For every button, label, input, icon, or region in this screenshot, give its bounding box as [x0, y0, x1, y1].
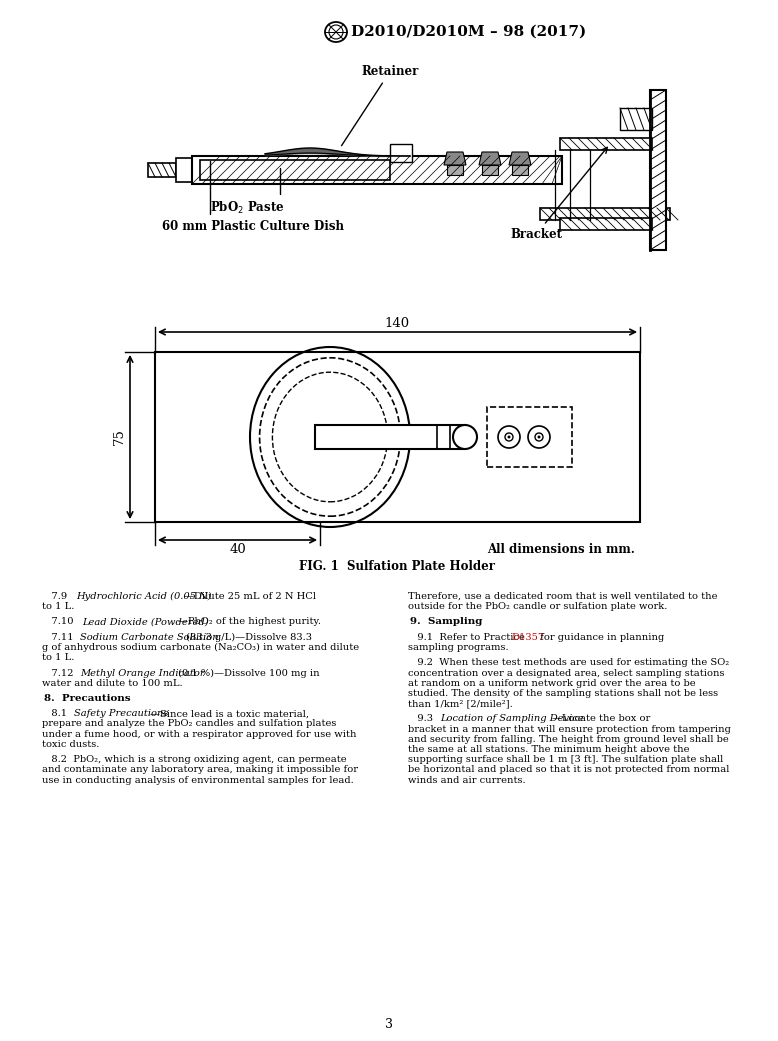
Text: 140: 140	[385, 318, 410, 330]
Text: 8.2  PbO₂, which is a strong oxidizing agent, can permeate: 8.2 PbO₂, which is a strong oxidizing ag…	[42, 755, 347, 764]
Text: use in conducting analysis of environmental samples for lead.: use in conducting analysis of environmen…	[42, 776, 354, 785]
Polygon shape	[444, 152, 466, 166]
Text: supporting surface shall be 1 m [3 ft]. The sulfation plate shall: supporting surface shall be 1 m [3 ft]. …	[408, 755, 724, 764]
Text: water and dilute to 100 mL.: water and dilute to 100 mL.	[42, 679, 183, 688]
Polygon shape	[479, 152, 501, 166]
Text: D2010/D2010M – 98 (2017): D2010/D2010M – 98 (2017)	[351, 25, 587, 39]
Text: sampling programs.: sampling programs.	[408, 643, 509, 652]
Text: Lead Dioxide (Powdered): Lead Dioxide (Powdered)	[82, 617, 209, 627]
Text: —Locate the box or: —Locate the box or	[552, 714, 650, 723]
Text: (0.1 %)—Dissolve 100 mg in: (0.1 %)—Dissolve 100 mg in	[175, 668, 320, 678]
Bar	[315, 425, 465, 449]
Text: be horizontal and placed so that it is not protected from normal: be horizontal and placed so that it is n…	[408, 765, 729, 775]
Bar	[155, 352, 640, 522]
Text: —Dilute 25 mL of 2 N HCl: —Dilute 25 mL of 2 N HCl	[184, 592, 316, 601]
Bar	[560, 138, 652, 150]
Text: Bracket: Bracket	[510, 148, 608, 242]
Text: g of anhydrous sodium carbonate (Na₂CO₃) in water and dilute: g of anhydrous sodium carbonate (Na₂CO₃)…	[42, 643, 359, 652]
Text: Therefore, use a dedicated room that is well ventilated to the: Therefore, use a dedicated room that is …	[408, 592, 717, 601]
Text: —Since lead is a toxic material,: —Since lead is a toxic material,	[150, 709, 309, 718]
Text: 75: 75	[113, 429, 126, 446]
Text: (83.3 g/L)—Dissolve 83.3: (83.3 g/L)—Dissolve 83.3	[183, 633, 312, 642]
Text: D1357: D1357	[511, 633, 545, 642]
Text: outside for the PbO₂ candle or sulfation plate work.: outside for the PbO₂ candle or sulfation…	[408, 602, 668, 611]
Polygon shape	[509, 152, 531, 166]
Circle shape	[453, 425, 477, 449]
Bar	[447, 166, 463, 175]
Text: Hydrochloric Acid (0.05 N): Hydrochloric Acid (0.05 N)	[76, 592, 212, 601]
Text: All dimensions in mm.: All dimensions in mm.	[487, 543, 635, 556]
Text: 3: 3	[385, 1018, 393, 1032]
Bar	[390, 144, 412, 162]
Text: to 1 L.: to 1 L.	[42, 653, 75, 662]
Text: 40: 40	[230, 543, 246, 556]
Text: toxic dusts.: toxic dusts.	[42, 740, 100, 748]
Text: Retainer: Retainer	[342, 65, 419, 146]
Text: and contaminate any laboratory area, making it impossible for: and contaminate any laboratory area, mak…	[42, 765, 358, 775]
Bar	[200, 160, 390, 180]
Text: Safety Precautions: Safety Precautions	[74, 709, 169, 718]
Text: prepare and analyze the PbO₂ candles and sulfation plates: prepare and analyze the PbO₂ candles and…	[42, 719, 336, 729]
Text: 9.1  Refer to Practice: 9.1 Refer to Practice	[408, 633, 528, 642]
Text: 60 mm Plastic Culture Dish: 60 mm Plastic Culture Dish	[162, 160, 344, 233]
Text: 7.12: 7.12	[42, 668, 80, 678]
Text: 7.10: 7.10	[42, 617, 80, 627]
Text: FIG. 1  Sulfation Plate Holder: FIG. 1 Sulfation Plate Holder	[300, 560, 496, 573]
Bar	[512, 166, 528, 175]
Bar	[482, 166, 498, 175]
Text: PbO$_2$ Paste: PbO$_2$ Paste	[210, 168, 285, 217]
Text: at random on a uniform network grid over the area to be: at random on a uniform network grid over…	[408, 679, 696, 688]
Bar	[650, 90, 666, 250]
Text: than 1/km² [2/mile²].: than 1/km² [2/mile²].	[408, 700, 513, 708]
Circle shape	[507, 435, 510, 438]
Text: the same at all stations. The minimum height above the: the same at all stations. The minimum he…	[408, 745, 689, 754]
Text: for guidance in planning: for guidance in planning	[537, 633, 664, 642]
Text: studied. The density of the sampling stations shall not be less: studied. The density of the sampling sta…	[408, 689, 718, 697]
Text: 7.9: 7.9	[42, 592, 73, 601]
Text: to 1 L.: to 1 L.	[42, 602, 75, 611]
Bar	[192, 156, 562, 184]
Bar	[620, 108, 652, 130]
Bar	[487, 407, 572, 467]
Text: concentration over a designated area, select sampling stations: concentration over a designated area, se…	[408, 668, 724, 678]
Text: 9.3: 9.3	[408, 714, 440, 723]
Text: 7.11: 7.11	[42, 633, 80, 642]
Text: 8.1: 8.1	[42, 709, 73, 718]
Bar	[560, 218, 652, 230]
Text: 8.  Precautions: 8. Precautions	[44, 694, 131, 703]
Text: 9.  Sampling: 9. Sampling	[410, 617, 482, 627]
Bar	[176, 158, 192, 182]
Circle shape	[538, 435, 541, 438]
Text: bracket in a manner that will ensure protection from tampering: bracket in a manner that will ensure pro…	[408, 725, 731, 734]
Text: Sodium Carbonate Solution: Sodium Carbonate Solution	[80, 633, 219, 642]
Text: 9.2  When these test methods are used for estimating the SO₂: 9.2 When these test methods are used for…	[408, 658, 729, 667]
Bar	[540, 208, 670, 220]
Bar	[148, 163, 176, 177]
Text: and security from falling. The height from ground level shall be: and security from falling. The height fr…	[408, 735, 729, 744]
Text: —PbO₂ of the highest purity.: —PbO₂ of the highest purity.	[178, 617, 321, 627]
Text: Location of Sampling Device: Location of Sampling Device	[440, 714, 584, 723]
Text: under a fume hood, or with a respirator approved for use with: under a fume hood, or with a respirator …	[42, 730, 356, 739]
Text: winds and air currents.: winds and air currents.	[408, 776, 526, 785]
Text: Methyl Orange Indicator: Methyl Orange Indicator	[80, 668, 205, 678]
